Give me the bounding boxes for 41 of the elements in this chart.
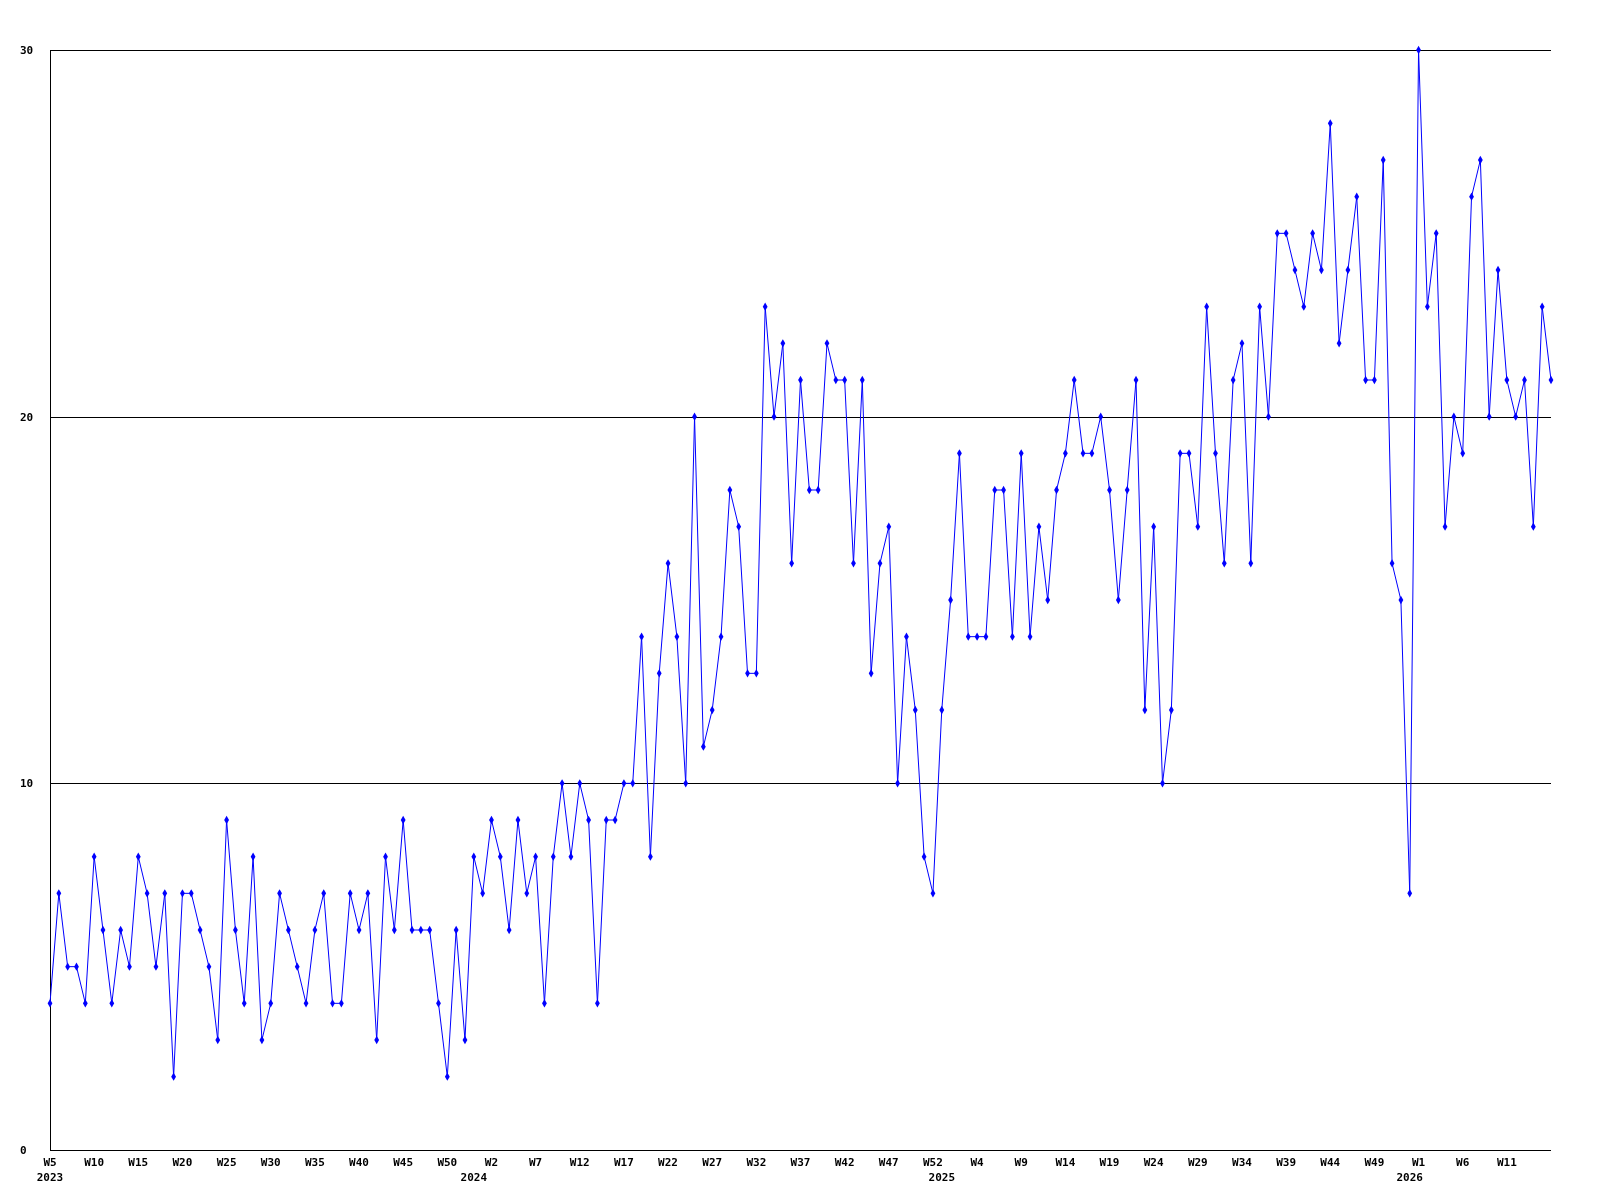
x-tick-label: W22 [658,1155,678,1169]
x-tick-label: 2025 [928,1170,956,1184]
x-tick-label: W20 [172,1155,193,1169]
x-tick-label: W9 [1014,1155,1028,1169]
x-tick-label: W25 [216,1155,237,1169]
x-tick-label: W5 2023 [36,1155,64,1184]
x-tick-label: 2026 [1396,1170,1424,1184]
x-tick-label: W32 [746,1155,767,1169]
y-tick-label: 10 [20,777,34,791]
x-tick-label: W39 [1276,1155,1297,1169]
x-tick-label: W34 [1232,1155,1253,1169]
x-tick-label: W19 [1099,1155,1120,1169]
x-tick-label: W11 [1496,1155,1518,1169]
x-tick-label: W2 [484,1155,499,1169]
y-tick-label: 30 [20,43,34,57]
x-tick-label: W47 [878,1155,899,1169]
x-tick-label: W10 [84,1155,105,1169]
x-tick-label: W44 [1320,1155,1341,1169]
x-tick-label: W29 [1187,1155,1208,1169]
x-tick-label: W7 [528,1155,543,1169]
x-tick-label: W24 [1143,1155,1164,1169]
x-tick-label: W27 [702,1155,723,1169]
x-tick-label: W35 [304,1155,325,1169]
x-tick-label: 2024 [460,1170,488,1184]
x-tick-label: W4 [970,1155,985,1169]
x-tick-label: W14 [1055,1155,1076,1169]
x-tick-label: W50 [437,1155,458,1169]
x-tick-label: W15 [128,1155,149,1169]
x-tick-label: W37 [790,1155,811,1169]
x-tick-label: W12 [569,1155,590,1169]
y-tick-label: 0 [20,1143,27,1157]
x-tick-label: W17 [613,1155,634,1169]
x-tick-label: W52 [923,1155,943,1169]
x-tick-label: W1 [1411,1155,1426,1169]
x-tick-label: W6 [1456,1155,1470,1169]
x-tick-label: W42 [834,1155,855,1169]
x-tick-label: W45 [393,1155,414,1169]
y-tick-label: 20 [20,410,34,424]
x-tick-label: W49 [1364,1155,1385,1169]
x-tick-label: W40 [349,1155,369,1169]
x-tick-label: W30 [260,1155,281,1169]
